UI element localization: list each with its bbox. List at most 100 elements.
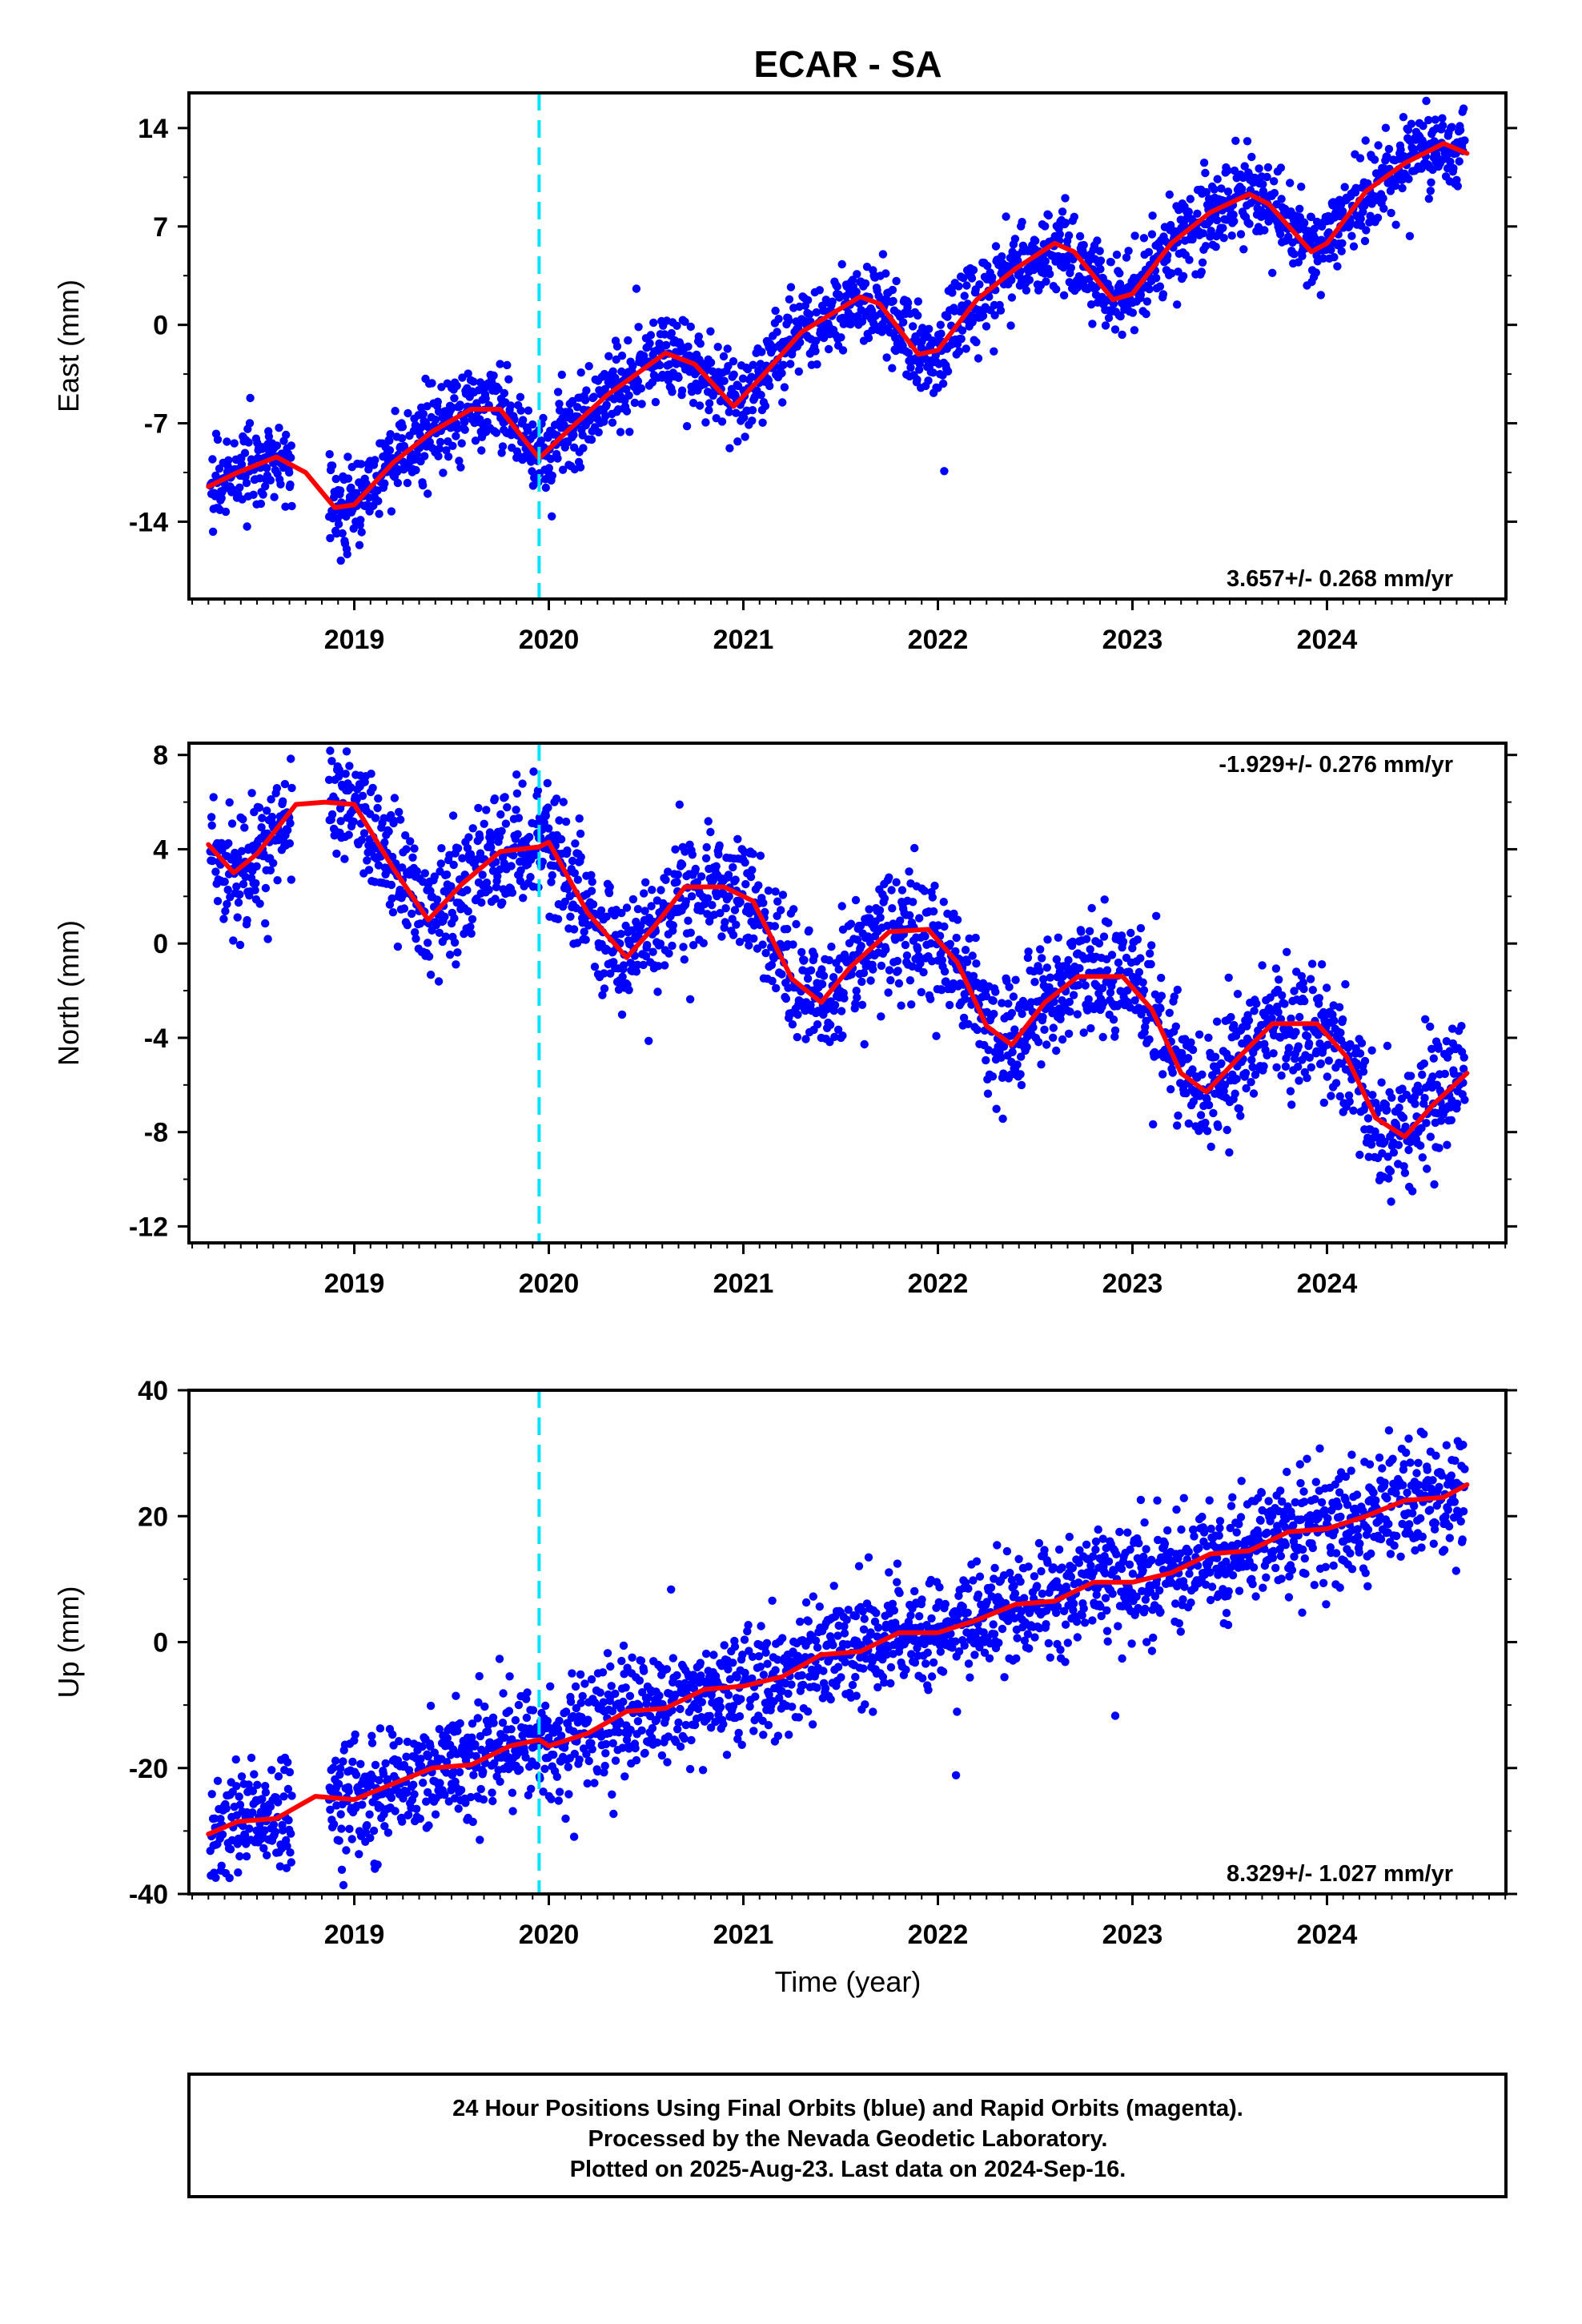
data-point bbox=[982, 991, 991, 1001]
data-point bbox=[442, 446, 451, 455]
data-point bbox=[335, 1763, 345, 1773]
data-point bbox=[893, 967, 902, 975]
data-point bbox=[273, 876, 282, 885]
data-point bbox=[859, 968, 869, 978]
data-point bbox=[1405, 231, 1415, 240]
data-point bbox=[954, 347, 964, 356]
data-point bbox=[1193, 209, 1202, 218]
data-point bbox=[387, 880, 396, 890]
data-point bbox=[724, 870, 733, 879]
data-point bbox=[851, 895, 861, 905]
data-point bbox=[1210, 185, 1219, 194]
data-point bbox=[1229, 211, 1238, 219]
data-point bbox=[424, 1821, 433, 1830]
data-point bbox=[1241, 1068, 1251, 1078]
data-point bbox=[274, 1772, 283, 1781]
data-point bbox=[263, 935, 272, 943]
east-points bbox=[206, 96, 1469, 565]
data-point bbox=[961, 995, 970, 1003]
data-point bbox=[1323, 1040, 1332, 1049]
data-point bbox=[544, 824, 553, 833]
data-point bbox=[420, 452, 429, 460]
data-point bbox=[1447, 123, 1456, 131]
data-point bbox=[1387, 208, 1395, 218]
data-point bbox=[681, 317, 689, 326]
data-point bbox=[853, 935, 862, 944]
data-point bbox=[512, 789, 522, 798]
data-point bbox=[1184, 207, 1194, 216]
data-point bbox=[1295, 204, 1304, 213]
data-point bbox=[897, 886, 907, 895]
data-point bbox=[1085, 927, 1094, 936]
data-point bbox=[958, 326, 967, 335]
data-point bbox=[1446, 1103, 1455, 1112]
data-point bbox=[464, 369, 472, 378]
data-point bbox=[1134, 967, 1144, 977]
data-point bbox=[1338, 1015, 1347, 1024]
data-point bbox=[1259, 1062, 1268, 1071]
data-point bbox=[1007, 293, 1017, 302]
data-point bbox=[253, 1780, 262, 1789]
data-point bbox=[569, 925, 579, 934]
data-point bbox=[1407, 1072, 1415, 1080]
data-point bbox=[1055, 230, 1065, 239]
data-point bbox=[702, 842, 711, 852]
data-point bbox=[699, 939, 708, 947]
data-point bbox=[250, 1770, 259, 1779]
data-point bbox=[334, 1779, 343, 1788]
data-point bbox=[916, 959, 925, 968]
data-point bbox=[1158, 290, 1168, 299]
data-point bbox=[342, 747, 351, 756]
data-point bbox=[450, 914, 459, 923]
data-point bbox=[456, 400, 464, 409]
data-point bbox=[282, 1864, 291, 1872]
data-point bbox=[1447, 1024, 1457, 1033]
y-tick-label: 8 bbox=[153, 741, 168, 771]
data-point bbox=[990, 311, 999, 320]
data-point bbox=[989, 996, 998, 1005]
data-point bbox=[239, 814, 247, 824]
data-point bbox=[959, 274, 968, 283]
data-point bbox=[442, 1758, 452, 1767]
data-point bbox=[725, 892, 733, 901]
east-y-axis-label: East (mm) bbox=[52, 279, 85, 412]
data-point bbox=[493, 872, 502, 881]
data-point bbox=[701, 854, 711, 863]
data-point bbox=[374, 794, 383, 803]
data-point bbox=[234, 1868, 243, 1877]
data-point bbox=[526, 873, 535, 882]
data-point bbox=[817, 979, 827, 989]
data-point bbox=[714, 850, 723, 859]
data-point bbox=[1379, 194, 1387, 203]
data-point bbox=[467, 929, 476, 939]
data-point bbox=[1023, 953, 1033, 963]
data-point bbox=[1418, 1070, 1427, 1080]
data-point bbox=[1059, 291, 1069, 300]
data-point bbox=[573, 875, 582, 884]
data-point bbox=[477, 898, 486, 907]
data-point bbox=[556, 834, 566, 844]
data-point bbox=[208, 455, 217, 464]
data-point bbox=[359, 829, 369, 838]
data-point bbox=[746, 872, 756, 882]
data-point bbox=[1227, 231, 1236, 240]
data-point bbox=[915, 914, 924, 923]
data-point bbox=[576, 368, 585, 377]
data-point bbox=[217, 493, 226, 503]
data-point bbox=[260, 1826, 269, 1835]
data-point bbox=[1251, 1070, 1260, 1080]
data-point bbox=[1042, 1040, 1051, 1049]
data-point bbox=[246, 393, 255, 403]
data-point bbox=[694, 332, 703, 341]
data-point bbox=[684, 916, 693, 925]
data-point bbox=[1314, 1031, 1323, 1039]
data-point bbox=[261, 919, 270, 928]
data-point bbox=[1087, 903, 1096, 913]
data-point bbox=[424, 952, 434, 961]
data-point bbox=[339, 1880, 348, 1890]
data-point bbox=[468, 915, 477, 924]
data-point bbox=[1077, 927, 1086, 936]
data-point bbox=[982, 1055, 990, 1065]
data-point bbox=[840, 994, 849, 1003]
data-point bbox=[973, 1025, 982, 1035]
